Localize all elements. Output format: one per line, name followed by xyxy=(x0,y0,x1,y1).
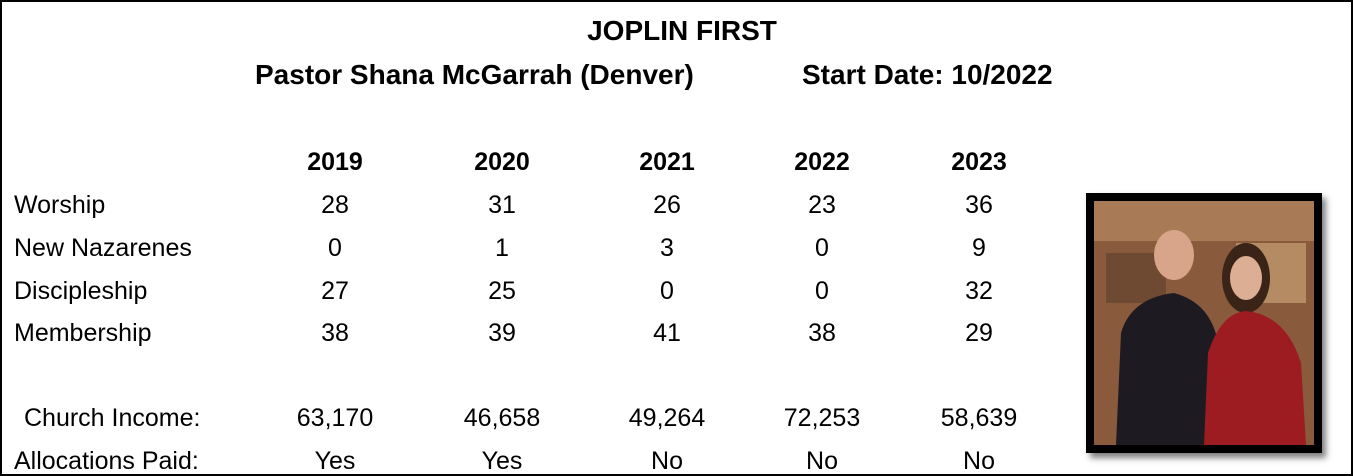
cell: 3 xyxy=(660,233,674,263)
cell: 0 xyxy=(660,276,674,306)
row-label: New Nazarenes xyxy=(14,233,192,263)
year-header: 2021 xyxy=(639,147,695,177)
cell: 49,264 xyxy=(629,403,705,433)
pastor-photo xyxy=(1086,193,1322,453)
cell: 28 xyxy=(321,190,349,220)
row-label: Church Income: xyxy=(24,403,200,433)
year-header: 2023 xyxy=(951,147,1007,177)
cell: No xyxy=(651,446,683,476)
cell: 31 xyxy=(488,190,516,220)
cell: 41 xyxy=(653,318,681,348)
cell: 36 xyxy=(965,190,993,220)
cell: 58,639 xyxy=(941,403,1017,433)
cell: 29 xyxy=(965,318,993,348)
cell: 23 xyxy=(808,190,836,220)
row-label: Membership xyxy=(14,318,152,348)
cell: Yes xyxy=(482,446,523,476)
cell: 38 xyxy=(808,318,836,348)
cell: 63,170 xyxy=(297,403,373,433)
row-label: Allocations Paid: xyxy=(14,446,199,476)
cell: 0 xyxy=(328,233,342,263)
cell: No xyxy=(963,446,995,476)
year-header: 2019 xyxy=(307,147,363,177)
year-header: 2020 xyxy=(474,147,530,177)
row-label: Discipleship xyxy=(14,276,147,306)
cell: Yes xyxy=(315,446,356,476)
cell: 32 xyxy=(965,276,993,306)
cell: 39 xyxy=(488,318,516,348)
document: JOPLIN FIRST Pastor Shana McGarrah (Denv… xyxy=(0,0,1353,476)
cell: No xyxy=(806,446,838,476)
cell: 26 xyxy=(653,190,681,220)
cell: 46,658 xyxy=(464,403,540,433)
cell: 72,253 xyxy=(784,403,860,433)
cell: 0 xyxy=(815,233,829,263)
cell: 25 xyxy=(488,276,516,306)
cell: 0 xyxy=(815,276,829,306)
title: JOPLIN FIRST xyxy=(587,16,777,46)
cell: 1 xyxy=(495,233,509,263)
year-header: 2022 xyxy=(794,147,850,177)
cell: 9 xyxy=(972,233,986,263)
cell: 38 xyxy=(321,318,349,348)
pastor: Pastor Shana McGarrah (Denver) xyxy=(255,60,694,90)
row-label: Worship xyxy=(14,190,105,220)
start-date: Start Date: 10/2022 xyxy=(802,60,1053,90)
cell: 27 xyxy=(321,276,349,306)
